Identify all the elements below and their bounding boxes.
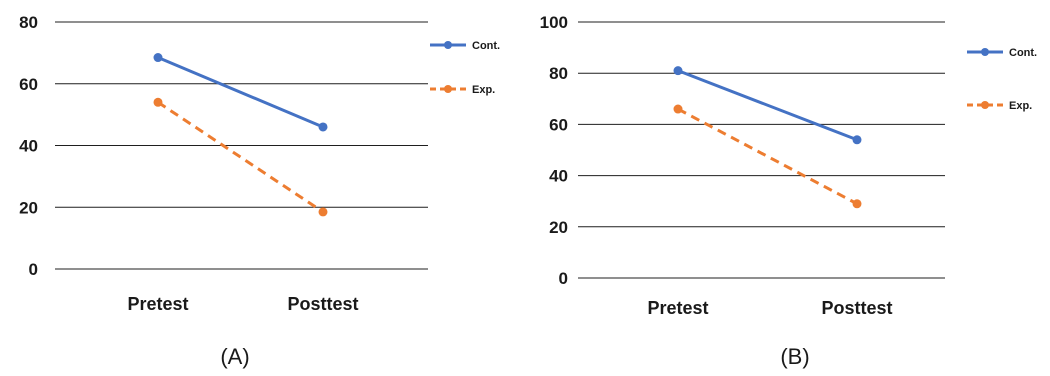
chart-panel-2: 0 20 40 60 80 100 Pretest Posttest Cont. Exp. (B) <box>540 13 1037 369</box>
legend-swatch-marker <box>444 85 452 93</box>
data-point-exp <box>153 97 163 107</box>
series-line-exp <box>157 101 324 214</box>
y-tick-label: 80 <box>549 64 568 83</box>
chart-panel-1: 0 20 40 60 80 Pretest Posttest Cont. Exp. (A) <box>19 13 500 369</box>
y-tick-label: 100 <box>540 13 568 32</box>
y-tick-label: 80 <box>19 13 38 32</box>
y-tick-label: 60 <box>549 115 568 134</box>
y-tick-label: 20 <box>549 218 568 237</box>
legend-swatch-marker <box>981 48 989 56</box>
panel-label: (A) <box>220 344 249 369</box>
data-point-cont <box>673 66 683 76</box>
x-category-label: Pretest <box>647 298 708 318</box>
series-line-cont <box>157 56 324 129</box>
data-point-exp <box>318 207 328 217</box>
legend-label: Cont. <box>472 40 500 52</box>
data-point-cont <box>318 122 328 132</box>
series-line-exp <box>677 107 858 206</box>
y-tick-label: 20 <box>19 198 38 217</box>
x-category-label: Posttest <box>821 298 892 318</box>
panel-label: (B) <box>780 344 809 369</box>
legend-label: Cont. <box>1009 47 1037 59</box>
x-category-label: Posttest <box>287 294 358 314</box>
y-tick-label: 0 <box>559 269 568 288</box>
legend-label: Exp. <box>472 84 495 96</box>
y-tick-label: 40 <box>19 137 38 156</box>
y-tick-label: 60 <box>19 75 38 94</box>
x-category-label: Pretest <box>127 294 188 314</box>
series-line-cont <box>677 69 858 142</box>
legend-swatch-marker <box>444 41 452 49</box>
legend-label: Exp. <box>1009 100 1032 112</box>
data-point-cont <box>852 135 862 145</box>
data-point-exp <box>673 104 683 114</box>
y-tick-label: 40 <box>549 167 568 186</box>
data-point-cont <box>153 53 163 63</box>
legend-swatch-marker <box>981 101 989 109</box>
y-tick-label: 0 <box>29 260 38 279</box>
data-point-exp <box>852 199 862 209</box>
